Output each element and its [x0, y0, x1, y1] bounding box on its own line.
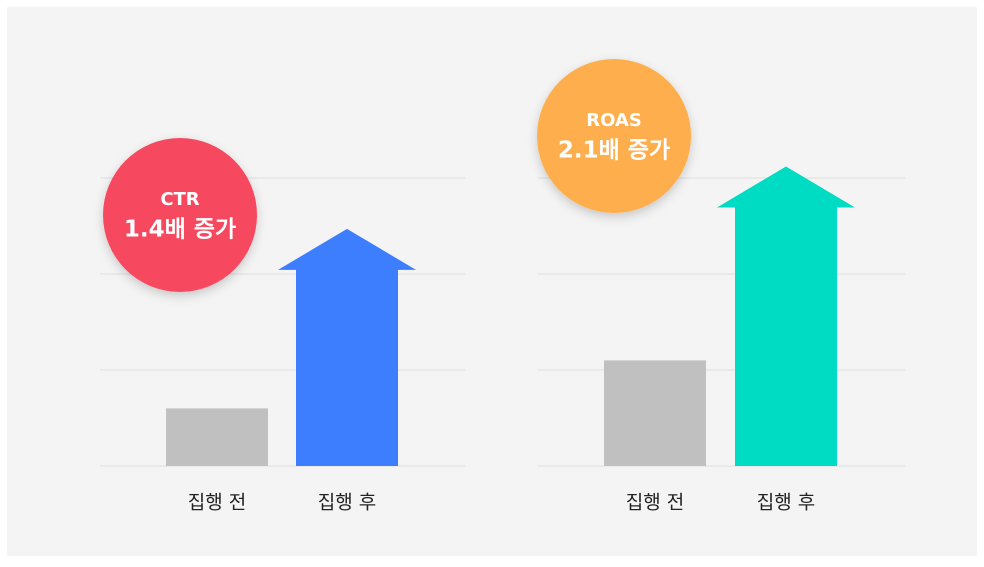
x-tick-label: 집행 전	[188, 492, 246, 514]
x-tick-label: 집행 후	[757, 492, 815, 514]
badge-text: 2.1배 증가	[558, 138, 670, 164]
badge	[103, 138, 257, 292]
badge-text: 1.4배 증가	[124, 217, 236, 243]
badge	[537, 59, 691, 213]
arrow-bar	[717, 166, 855, 467]
arrow-bar	[278, 228, 416, 466]
x-tick-label: 집행 전	[626, 492, 684, 514]
badge-text: ROAS	[586, 110, 642, 131]
x-tick-label: 집행 후	[318, 492, 376, 514]
badge-text: CTR	[160, 189, 199, 210]
bar	[166, 408, 268, 466]
bar	[604, 360, 706, 466]
